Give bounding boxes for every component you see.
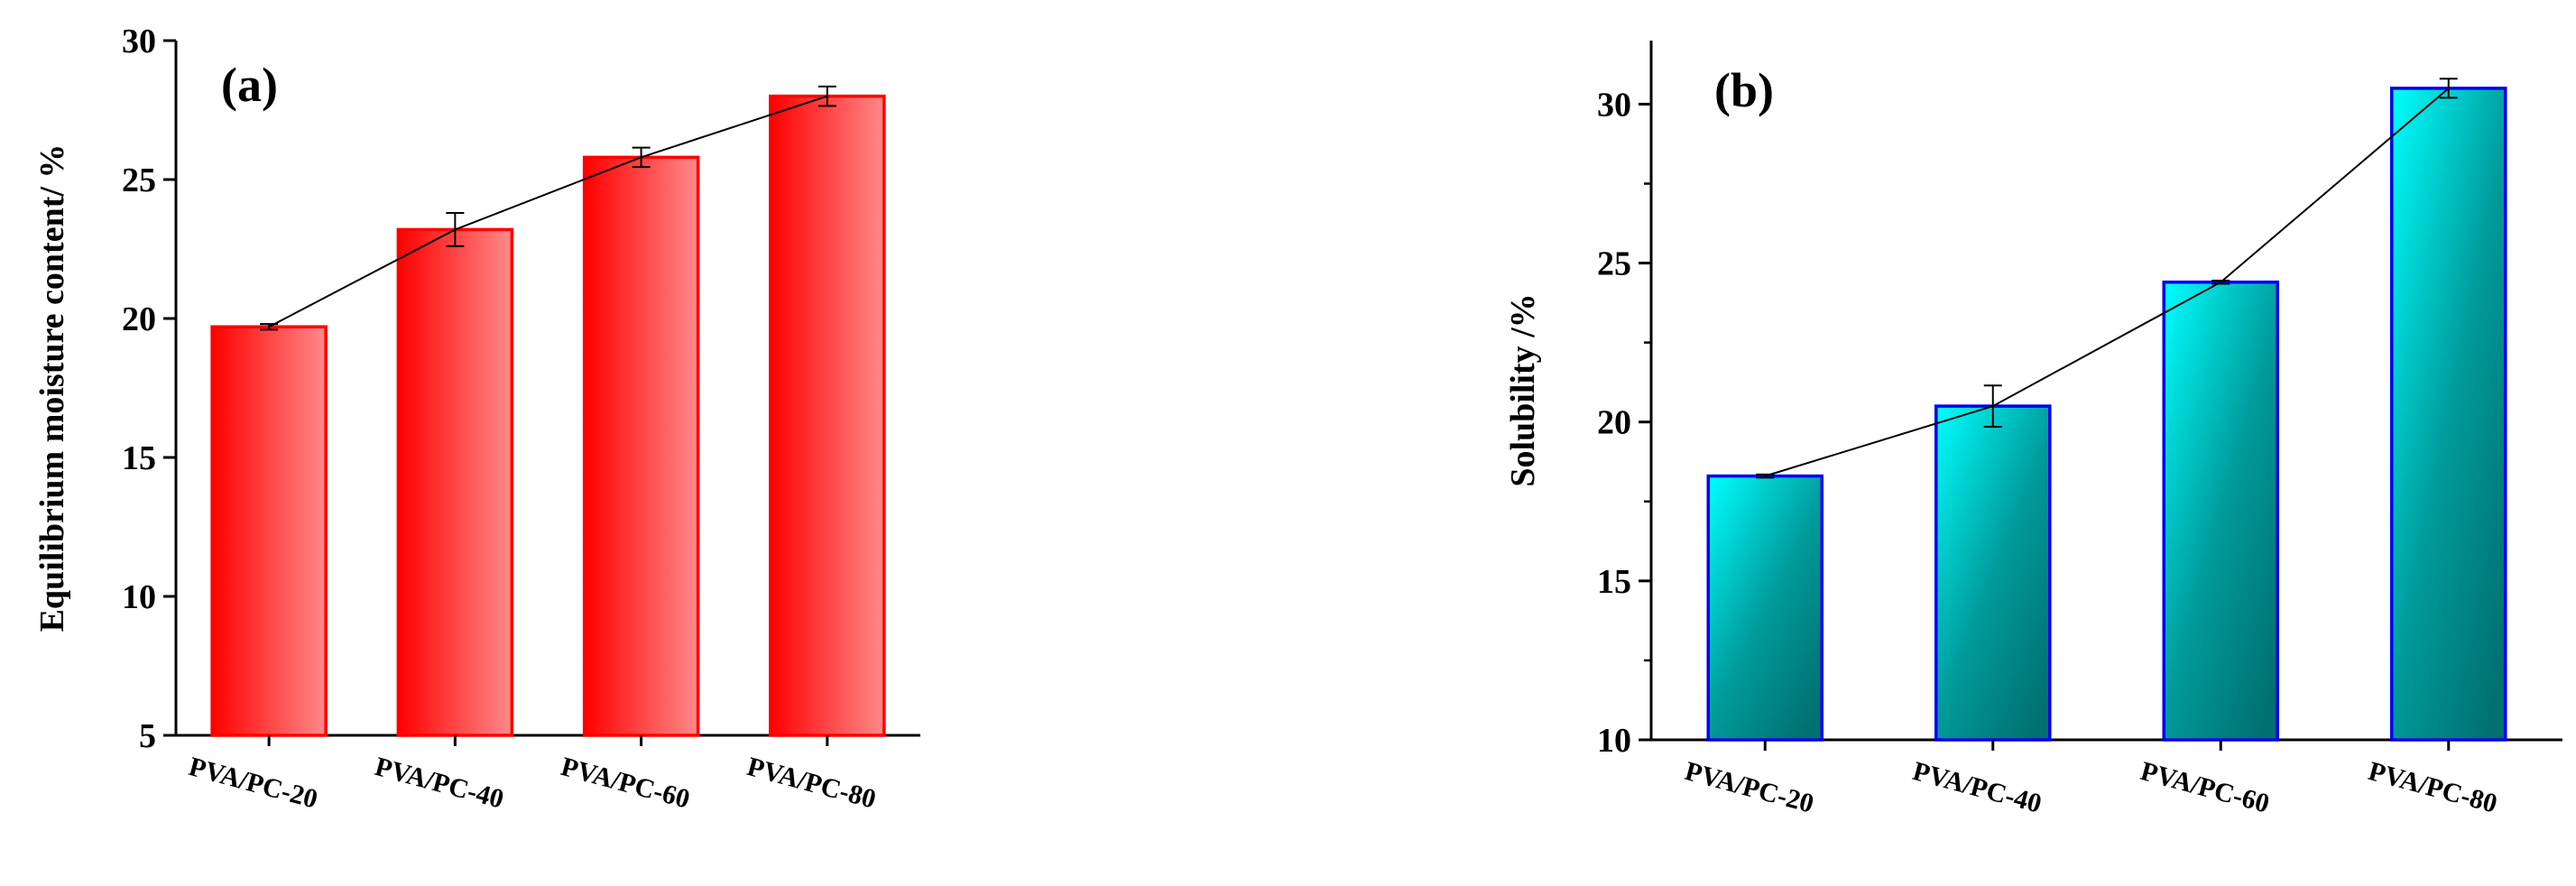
y-tick-label: 10 bbox=[122, 578, 156, 616]
chart-panel-b: 10 15 20 25 30 Solubility /% (b) PVA/PC-20 PVA/P… bbox=[1504, 41, 2562, 819]
x-tick-label: PVA/PC-40 bbox=[1909, 756, 2045, 819]
y-tick-label: 15 bbox=[1597, 563, 1631, 601]
y-tick-label: 20 bbox=[122, 300, 156, 338]
x-tick-label: PVA/PC-60 bbox=[558, 752, 693, 815]
y-tick-label: 25 bbox=[122, 162, 156, 199]
y-tick-label: 30 bbox=[122, 23, 156, 60]
bar bbox=[2162, 280, 2279, 742]
x-tick-label: PVA/PC-20 bbox=[186, 752, 321, 815]
y-tick-label: 15 bbox=[122, 439, 156, 477]
x-tick-label: PVA/PC-20 bbox=[1682, 756, 1817, 819]
bar bbox=[769, 94, 886, 737]
trend-line bbox=[1764, 88, 2450, 477]
y-tick-label: 5 bbox=[139, 717, 156, 755]
x-tick-label: PVA/PC-80 bbox=[743, 752, 879, 815]
chart-panel-a: 5 10 15 20 25 30 Equilibrium moisture content/… bbox=[33, 23, 920, 815]
y-tick-label: 30 bbox=[1597, 86, 1631, 124]
y-axis-title: Solubility /% bbox=[1504, 293, 1542, 486]
x-tick-label: PVA/PC-40 bbox=[372, 752, 507, 815]
y-tick-label: 10 bbox=[1597, 722, 1631, 760]
y-tick-label: 25 bbox=[1597, 245, 1631, 283]
trend-line bbox=[268, 95, 828, 328]
x-tick-label: PVA/PC-80 bbox=[2365, 756, 2500, 819]
panel-label: (b) bbox=[1714, 63, 1774, 117]
bar bbox=[582, 155, 700, 737]
bar bbox=[1934, 404, 2052, 742]
bar bbox=[396, 227, 514, 737]
x-tick-label: PVA/PC-60 bbox=[2137, 756, 2273, 819]
bar bbox=[2390, 87, 2507, 742]
bar bbox=[1706, 474, 1824, 742]
panel-label: (a) bbox=[221, 58, 278, 112]
bar bbox=[210, 325, 328, 737]
y-axis-title: Equilibrium moisture content/ % bbox=[33, 144, 71, 632]
y-tick-label: 20 bbox=[1597, 404, 1631, 442]
